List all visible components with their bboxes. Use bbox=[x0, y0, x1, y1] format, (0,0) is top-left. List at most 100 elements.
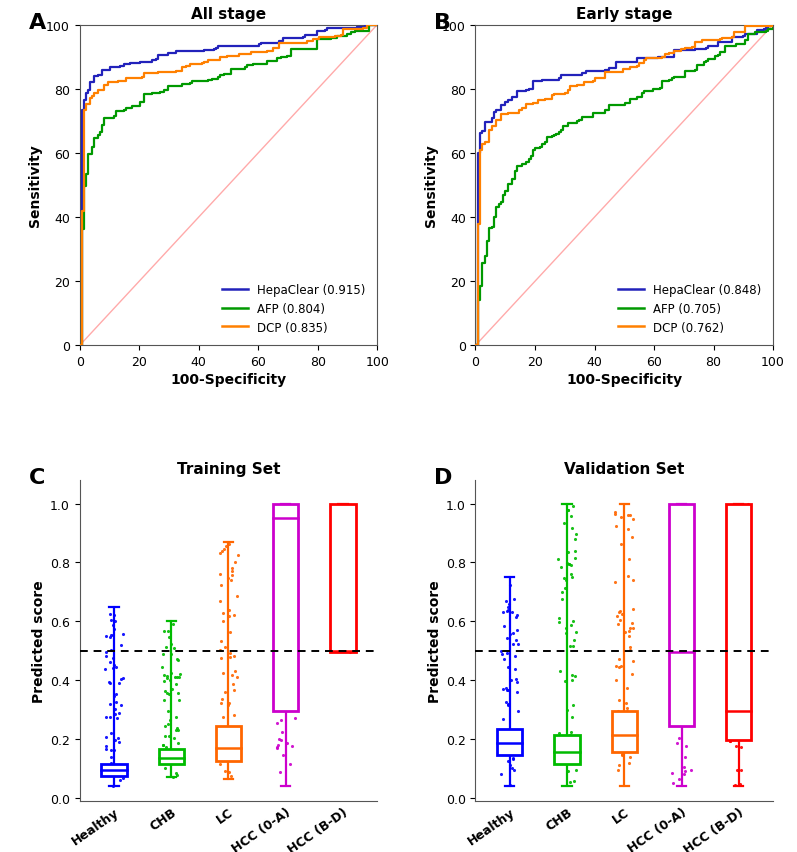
Point bbox=[496, 728, 508, 741]
Point bbox=[677, 708, 690, 722]
Point bbox=[500, 728, 512, 741]
Bar bbox=[331, 504, 355, 653]
Point bbox=[158, 694, 171, 707]
Point bbox=[681, 629, 693, 642]
Point bbox=[560, 626, 573, 640]
Point bbox=[229, 664, 241, 677]
Point bbox=[167, 752, 180, 766]
Point bbox=[505, 761, 518, 774]
Point bbox=[505, 726, 517, 740]
Point bbox=[171, 652, 183, 665]
Point bbox=[219, 753, 232, 767]
Point bbox=[100, 630, 112, 643]
Point bbox=[610, 520, 622, 533]
Point bbox=[504, 627, 516, 641]
Point bbox=[99, 663, 112, 676]
Point bbox=[285, 606, 298, 619]
Point bbox=[217, 666, 230, 680]
Point bbox=[164, 673, 177, 687]
Point bbox=[100, 649, 112, 663]
Point bbox=[559, 581, 571, 595]
Point bbox=[561, 755, 574, 769]
Point bbox=[108, 614, 121, 628]
Point bbox=[273, 648, 286, 661]
Y-axis label: Predicted score: Predicted score bbox=[32, 579, 45, 702]
Point bbox=[559, 574, 572, 588]
Point bbox=[556, 585, 568, 599]
Point bbox=[626, 531, 638, 544]
Point bbox=[214, 652, 227, 665]
Point bbox=[737, 717, 750, 731]
Point bbox=[567, 499, 579, 513]
Point bbox=[613, 605, 626, 619]
Point bbox=[501, 647, 513, 660]
Point bbox=[735, 740, 748, 753]
Point bbox=[112, 676, 125, 690]
Point bbox=[104, 697, 116, 711]
Point bbox=[564, 726, 577, 740]
Point bbox=[273, 733, 285, 746]
Point bbox=[342, 628, 355, 642]
Point bbox=[502, 683, 515, 697]
Point bbox=[735, 663, 748, 676]
Point bbox=[339, 506, 351, 520]
Point bbox=[734, 717, 747, 731]
Point bbox=[506, 747, 519, 761]
Point bbox=[333, 570, 346, 584]
Point bbox=[562, 765, 575, 779]
Point bbox=[163, 688, 175, 701]
Point bbox=[731, 763, 744, 777]
Point bbox=[614, 510, 627, 524]
Point bbox=[224, 625, 237, 639]
Point bbox=[230, 724, 242, 738]
Point bbox=[167, 642, 180, 655]
Point bbox=[727, 667, 740, 681]
Point bbox=[170, 746, 183, 760]
Point bbox=[668, 584, 681, 598]
Point bbox=[228, 683, 241, 697]
Point bbox=[341, 550, 354, 563]
Point bbox=[733, 590, 746, 604]
Point bbox=[157, 675, 170, 688]
Point bbox=[679, 764, 692, 778]
Point bbox=[673, 731, 685, 745]
Point bbox=[618, 725, 630, 739]
Point bbox=[108, 743, 120, 757]
Point bbox=[504, 579, 516, 592]
Point bbox=[162, 625, 175, 638]
Point bbox=[613, 660, 626, 674]
Point bbox=[732, 670, 745, 683]
Point bbox=[214, 724, 227, 738]
Bar bbox=[726, 504, 752, 740]
Point bbox=[170, 766, 183, 780]
Point bbox=[156, 660, 169, 674]
Point bbox=[497, 605, 509, 619]
Point bbox=[681, 682, 693, 695]
Point bbox=[500, 595, 512, 608]
Point bbox=[725, 644, 738, 658]
Point bbox=[569, 551, 582, 565]
Point bbox=[506, 751, 519, 765]
Point bbox=[220, 742, 233, 756]
Point bbox=[158, 668, 171, 682]
Point bbox=[556, 592, 568, 606]
Point bbox=[159, 762, 171, 775]
Title: All stage: All stage bbox=[191, 7, 266, 21]
Point bbox=[100, 740, 112, 753]
Point bbox=[681, 513, 694, 527]
Point bbox=[732, 651, 744, 665]
Point bbox=[340, 593, 352, 607]
Point bbox=[167, 731, 180, 745]
Point bbox=[218, 685, 231, 699]
Point bbox=[342, 574, 355, 588]
Point bbox=[508, 649, 521, 663]
Point bbox=[338, 644, 351, 658]
Point bbox=[677, 691, 690, 705]
Point bbox=[510, 611, 523, 625]
Point bbox=[623, 621, 636, 635]
Point bbox=[567, 640, 579, 653]
Point bbox=[276, 725, 289, 739]
Point bbox=[99, 743, 112, 757]
Point bbox=[222, 572, 234, 585]
Point bbox=[555, 561, 567, 574]
